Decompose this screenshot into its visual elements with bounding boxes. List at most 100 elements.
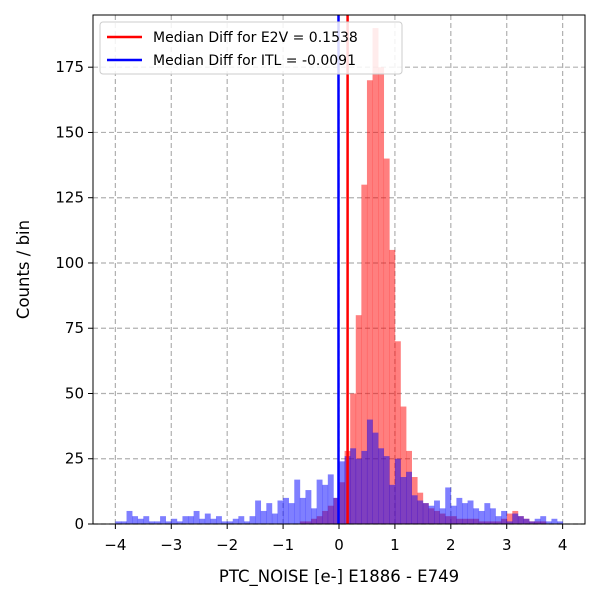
histogram-bar bbox=[439, 508, 446, 524]
histogram-bar bbox=[171, 518, 178, 524]
histogram-bar bbox=[305, 490, 312, 524]
histogram-bar bbox=[394, 341, 401, 524]
histogram-bar bbox=[288, 503, 295, 524]
histogram-bar bbox=[361, 184, 368, 524]
axis-ticks: −4 −3 −2 −1 0 1 2 3 4 0 25 50 75 100 125 150 175 bbox=[55, 58, 567, 554]
y-tick-label: 25 bbox=[65, 450, 84, 468]
y-tick-label: 125 bbox=[55, 189, 84, 207]
x-axis-label: PTC_NOISE [e-] E1886 - E749 bbox=[219, 567, 459, 587]
histogram-bar bbox=[411, 495, 418, 524]
histogram-bar bbox=[462, 503, 468, 524]
histogram-bar bbox=[311, 508, 317, 524]
histogram-bar bbox=[372, 28, 379, 525]
x-tick-label: 4 bbox=[558, 536, 568, 554]
histogram-bar bbox=[400, 406, 407, 524]
y-tick-label: 100 bbox=[55, 254, 84, 272]
histogram-bar bbox=[523, 518, 530, 524]
histogram-bar bbox=[204, 513, 211, 524]
histogram-bar bbox=[551, 518, 558, 524]
histogram-bar bbox=[243, 521, 250, 524]
x-tick-label: 3 bbox=[502, 536, 512, 554]
y-axis-label: Counts / bin bbox=[14, 220, 33, 319]
x-tick-label: −2 bbox=[216, 536, 238, 554]
histogram-bar bbox=[434, 500, 440, 524]
grid bbox=[93, 15, 585, 525]
y-tick-label: 50 bbox=[65, 384, 84, 402]
histogram-bar bbox=[210, 518, 217, 524]
histogram-bar bbox=[355, 458, 362, 524]
histogram-bar bbox=[422, 503, 429, 524]
x-tick-label: −3 bbox=[160, 536, 182, 554]
histogram-bar bbox=[467, 500, 474, 524]
histogram-bar bbox=[216, 516, 222, 524]
histogram-bar bbox=[249, 516, 256, 524]
histogram-bar bbox=[115, 521, 122, 524]
histogram-bar bbox=[333, 497, 340, 524]
histogram-bar bbox=[137, 518, 144, 524]
histogram-bar bbox=[227, 521, 234, 524]
histogram-bar bbox=[495, 516, 502, 524]
histogram-bar bbox=[406, 471, 412, 524]
histogram-bar bbox=[238, 516, 245, 524]
histogram-bar bbox=[389, 484, 396, 524]
histogram-bar bbox=[361, 450, 368, 524]
histogram-bars bbox=[115, 28, 563, 525]
histogram-bar bbox=[232, 518, 239, 524]
y-tick-label: 150 bbox=[55, 123, 84, 141]
histogram-bar bbox=[266, 503, 273, 524]
histogram-bar bbox=[339, 461, 345, 524]
x-tick-label: 0 bbox=[334, 536, 344, 554]
histogram-bar bbox=[366, 419, 373, 524]
histogram-bar bbox=[355, 315, 362, 524]
histogram-bar bbox=[445, 487, 452, 524]
histogram-bar bbox=[176, 521, 183, 524]
histogram-bar bbox=[450, 505, 457, 524]
y-tick-label: 175 bbox=[55, 58, 84, 76]
histogram-bar bbox=[182, 516, 189, 524]
histogram-bar bbox=[478, 510, 485, 524]
histogram-bar bbox=[294, 479, 301, 524]
histogram-bar bbox=[383, 158, 390, 525]
histogram-bar bbox=[193, 510, 200, 524]
legend-box bbox=[99, 21, 403, 75]
histogram-bar bbox=[316, 479, 323, 524]
histogram-bar bbox=[512, 513, 519, 524]
series-e2v bbox=[299, 28, 547, 525]
histogram-bar bbox=[327, 474, 334, 524]
histogram-bar bbox=[221, 521, 228, 524]
histogram-bar bbox=[299, 497, 306, 524]
histogram-bar bbox=[529, 521, 535, 524]
histogram-bar bbox=[506, 521, 513, 524]
histogram-bar bbox=[534, 518, 541, 524]
histogram-bar bbox=[378, 448, 385, 524]
x-tick-label: 2 bbox=[446, 536, 456, 554]
legend: Median Diff for E2V = 0.1538 Median Diff … bbox=[99, 21, 403, 75]
histogram-bar bbox=[540, 516, 547, 524]
series-itl bbox=[115, 419, 563, 524]
histogram-bar bbox=[557, 521, 563, 524]
histogram-bar bbox=[428, 505, 435, 524]
histogram-bar bbox=[188, 516, 194, 524]
x-tick-label: −4 bbox=[104, 536, 126, 554]
histogram-bar bbox=[417, 500, 424, 524]
histogram-bar bbox=[489, 508, 496, 524]
histogram-bar bbox=[383, 456, 390, 524]
histogram-bar bbox=[517, 516, 524, 524]
histogram-bar bbox=[506, 513, 513, 524]
legend-label: Median Diff for E2V = 0.1538 bbox=[153, 30, 358, 46]
histogram-bar bbox=[501, 510, 508, 524]
histogram-bar bbox=[132, 516, 139, 524]
histogram-bar bbox=[394, 458, 401, 524]
histogram-bar bbox=[366, 80, 373, 524]
histogram-bar bbox=[456, 497, 463, 524]
histogram-bar bbox=[148, 521, 155, 524]
histogram-bar bbox=[271, 513, 278, 524]
histogram-bar bbox=[473, 508, 480, 524]
histogram-bar bbox=[126, 510, 133, 524]
x-tick-label: 1 bbox=[390, 536, 400, 554]
histogram-bar bbox=[154, 521, 161, 524]
histogram-bar bbox=[350, 448, 357, 524]
histogram-bar bbox=[545, 521, 552, 524]
histogram-bar bbox=[484, 503, 491, 524]
